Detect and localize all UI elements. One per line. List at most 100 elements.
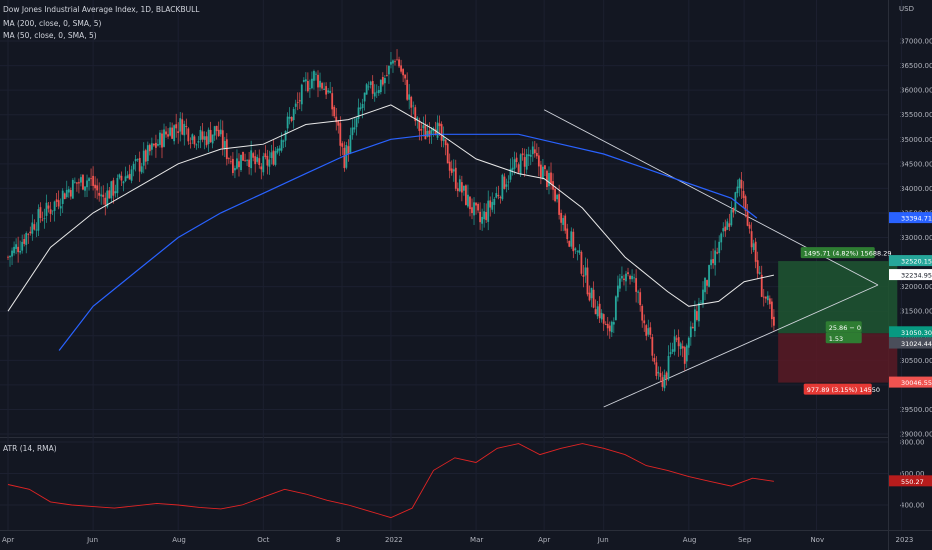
candle-body [535, 152, 538, 157]
price-tag-bg [889, 337, 932, 349]
candle-body [414, 107, 417, 122]
candle-body [82, 174, 84, 190]
candle-body [304, 79, 307, 82]
candle-body [600, 312, 603, 320]
candle-body [78, 182, 80, 184]
candle-body [495, 193, 498, 198]
candle-body [390, 61, 392, 65]
ma200-legend[interactable]: MA (200, close, 0, SMA, 5) [3, 19, 102, 28]
candle-body [728, 223, 731, 227]
candle-body [203, 136, 206, 140]
candle-body [292, 109, 295, 121]
candle-body [96, 185, 99, 191]
candle-body [187, 128, 190, 142]
candle-body [665, 372, 668, 380]
candle-body [764, 296, 767, 299]
ma50-legend[interactable]: MA (50, close, 0, SMA, 5) [3, 31, 97, 40]
price-tick-label: 29500.00 [900, 406, 932, 414]
candle-body [643, 320, 646, 324]
candle-body [300, 84, 303, 105]
candle-body [590, 287, 593, 299]
candle-body [256, 156, 259, 162]
candle-body [238, 161, 240, 168]
lower-trendline [603, 284, 879, 408]
candle-body [159, 132, 161, 145]
candle-body [61, 190, 64, 204]
candle-body [619, 278, 621, 289]
candle-body [11, 250, 13, 257]
candle-body [67, 189, 70, 193]
candle-body [657, 371, 660, 374]
candle-body [266, 155, 269, 166]
candle-body [491, 202, 494, 210]
price-tick-label: 34500.00 [900, 160, 932, 168]
candle-body [49, 209, 52, 214]
candle-body [311, 78, 313, 89]
candle-body [355, 118, 358, 128]
stop-label: 977.89 (3.15%) 14550 [807, 386, 880, 394]
price-tick-label: 31500.00 [900, 308, 932, 316]
candle-body [392, 60, 394, 64]
candle-body [197, 141, 200, 143]
candle-body [17, 246, 20, 253]
candle-body [288, 116, 291, 119]
candle-body [118, 174, 121, 178]
target-label: 1495.71 (4.82%) 15688.29 [804, 250, 892, 258]
candle-body [108, 190, 111, 199]
candle-body [744, 196, 747, 211]
entry-label-bg [825, 321, 862, 333]
candle-body [102, 194, 105, 197]
candle-body [15, 244, 18, 249]
candle-body [469, 196, 471, 210]
candle-body [122, 181, 125, 184]
time-tick-label: Nov [810, 536, 824, 544]
candle-body [623, 278, 625, 281]
candle-body [499, 197, 502, 198]
candle-body [171, 127, 174, 139]
price-tick-label: 34000.00 [900, 185, 932, 193]
price-tag: 30046.55 [901, 379, 932, 387]
candle-body [428, 130, 431, 137]
candle-body [201, 131, 204, 140]
candle-body [396, 59, 398, 61]
candle-body [718, 241, 721, 254]
candle-body [100, 194, 103, 197]
candle-body [209, 130, 212, 143]
candle-body [424, 125, 427, 140]
candle-body [373, 92, 376, 97]
candle-body [748, 224, 751, 229]
candle-body [693, 309, 696, 332]
ma200-line [58, 133, 758, 351]
candle-body [720, 233, 723, 243]
candle-body [700, 302, 702, 304]
candle-body [323, 88, 325, 90]
candle-body [51, 210, 54, 212]
entry-label: 25.86 − 0 [829, 324, 861, 332]
candle-body [560, 212, 563, 223]
candle-body [523, 157, 526, 167]
candle-body [610, 321, 613, 333]
price-tick-label: 29000.00 [900, 431, 932, 439]
candle-body [669, 352, 672, 355]
candle-body [75, 182, 78, 184]
candle-body [714, 250, 717, 266]
candle-body [448, 161, 451, 171]
atr-legend[interactable]: ATR (14, RMA) [3, 444, 57, 453]
candle-body [296, 102, 299, 103]
candle-body [521, 153, 524, 156]
candle-body [475, 202, 477, 206]
candle-body [483, 211, 486, 220]
candle-body [584, 267, 587, 276]
candle-body [542, 166, 544, 180]
candle-body [278, 148, 281, 151]
candle-body [750, 231, 753, 248]
candle-body [31, 222, 34, 234]
candle-body [9, 255, 11, 258]
atr-tick-label: 400.00 [900, 502, 925, 510]
candle-body [730, 209, 733, 226]
candle-body [381, 76, 384, 85]
candle-body [438, 123, 441, 127]
candle-body [708, 265, 710, 287]
